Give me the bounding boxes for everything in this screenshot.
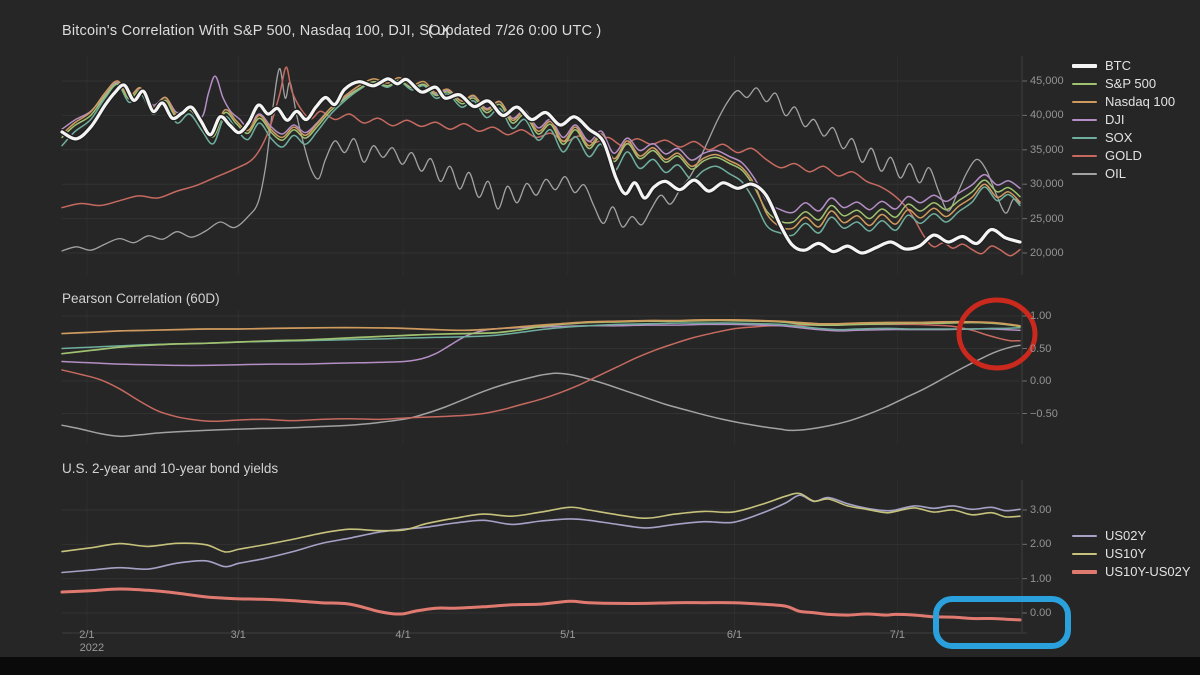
- btc-line-swatch: [1072, 64, 1097, 68]
- us02y-line-swatch: [1072, 535, 1097, 537]
- x-axis[interactable]: [62, 626, 1020, 654]
- price-plot: [60, 56, 1023, 275]
- x-tick-label: 3/1: [230, 629, 246, 641]
- correlation-y-tick-label: 0.50: [1030, 342, 1052, 355]
- correlation-chart-area[interactable]: [62, 310, 1020, 444]
- legend-item-nasdaq100[interactable]: Nasdaq 100: [1072, 93, 1175, 111]
- legend-label: OIL: [1105, 166, 1126, 181]
- price-legend: BTC S&P 500 Nasdaq 100 DJI SOX GOLD OIL: [1072, 57, 1175, 183]
- oil-line-swatch: [1072, 173, 1097, 175]
- correlation-y-tick-label: 1.00: [1030, 310, 1052, 322]
- yields-series-US02Y: [61, 494, 1021, 574]
- x-tick-label: 2/1: [79, 629, 95, 641]
- price-series-SOX: [61, 80, 1021, 237]
- legend-item-gold[interactable]: GOLD: [1072, 147, 1175, 165]
- nasdaq100-line-swatch: [1072, 101, 1097, 103]
- correlation-series-OIL: [61, 344, 1021, 438]
- correlation-plot: [61, 310, 1021, 444]
- legend-label: S&P 500: [1105, 76, 1157, 91]
- price-y-tick-label: 30,000: [1030, 178, 1064, 191]
- legend-item-us02y[interactable]: US02Y: [1072, 527, 1191, 545]
- yields-plot: [60, 480, 1022, 633]
- correlation-y-tick-label: 0.00: [1030, 375, 1052, 387]
- price-y-tick-label: 25,000: [1030, 212, 1064, 225]
- x-tick-label: 4/1: [395, 629, 411, 641]
- yields-y-tick-label: 3.00: [1030, 504, 1052, 516]
- price-y-tick-label: 20,000: [1030, 247, 1064, 259]
- price-y-tick-label: 40,000: [1030, 109, 1064, 122]
- sox-line-swatch: [1072, 137, 1097, 139]
- yields-y-tick-label: 1.00: [1030, 572, 1052, 585]
- x-axis-year-label: 2022: [79, 642, 105, 654]
- legend-label: GOLD: [1105, 148, 1142, 163]
- correlation-series-GOLD: [61, 323, 1021, 423]
- x-tick-label: 5/1: [560, 629, 576, 641]
- legend-item-sp500[interactable]: S&P 500: [1072, 75, 1175, 93]
- legend-label: US10Y-US02Y: [1105, 564, 1191, 579]
- legend-label: US02Y: [1105, 528, 1147, 543]
- price-y-tick-label: 35,000: [1030, 143, 1064, 156]
- price-y-axis[interactable]: [1022, 56, 1077, 275]
- us10y-line-swatch: [1072, 553, 1097, 555]
- yields-legend: US02Y US10Y US10Y-US02Y: [1072, 527, 1191, 581]
- legend-label: US10Y: [1105, 546, 1147, 561]
- gold-line-swatch: [1072, 155, 1097, 157]
- correlation-series-Nasdaq 100: [61, 318, 1021, 335]
- legend-item-dji[interactable]: DJI: [1072, 111, 1175, 129]
- legend-label: BTC: [1105, 58, 1131, 73]
- legend-label: SOX: [1105, 130, 1133, 145]
- legend-item-us10y[interactable]: US10Y: [1072, 545, 1191, 563]
- correlation-y-tick-label: −0.50: [1030, 407, 1058, 420]
- red-circle-annotation: [956, 297, 1038, 371]
- yields-chart-area[interactable]: [62, 480, 1020, 633]
- dji-line-swatch: [1072, 119, 1097, 121]
- x-tick-label: 7/1: [889, 629, 906, 641]
- yields-y-tick-label: 0.00: [1030, 607, 1052, 619]
- price-chart-area[interactable]: [62, 56, 1020, 275]
- yields-y-tick-label: 2.00: [1030, 538, 1052, 551]
- bottom-bar: [0, 657, 1200, 675]
- yields-panel-title: U.S. 2-year and 10-year bond yields: [62, 461, 279, 476]
- legend-label: DJI: [1105, 112, 1125, 127]
- yields-series-US10Y-US02Y: [60, 587, 1022, 622]
- legend-item-oil[interactable]: OIL: [1072, 165, 1175, 183]
- legend-item-btc[interactable]: BTC: [1072, 57, 1175, 75]
- updated-timestamp: ( updated 7/26 0:00 UTC ): [428, 23, 602, 39]
- legend-item-us10y-us02y[interactable]: US10Y-US02Y: [1072, 563, 1191, 581]
- correlation-panel-title: Pearson Correlation (60D): [62, 291, 220, 306]
- price-series-BTC: [60, 77, 1022, 255]
- x-tick-label: 6/1: [726, 629, 743, 641]
- legend-label: Nasdaq 100: [1105, 94, 1176, 109]
- price-y-tick-label: 45,000: [1030, 75, 1064, 87]
- us10y-us02y-line-swatch: [1072, 570, 1097, 574]
- price-series-OIL: [61, 67, 1021, 252]
- blue-rect-annotation: [933, 596, 1071, 649]
- legend-item-sox[interactable]: SOX: [1072, 129, 1175, 147]
- yields-series-US10Y: [61, 492, 1021, 553]
- sp500-line-swatch: [1072, 83, 1097, 85]
- page-title: Bitcoin's Correlation With S&P 500, Nasd…: [62, 23, 451, 39]
